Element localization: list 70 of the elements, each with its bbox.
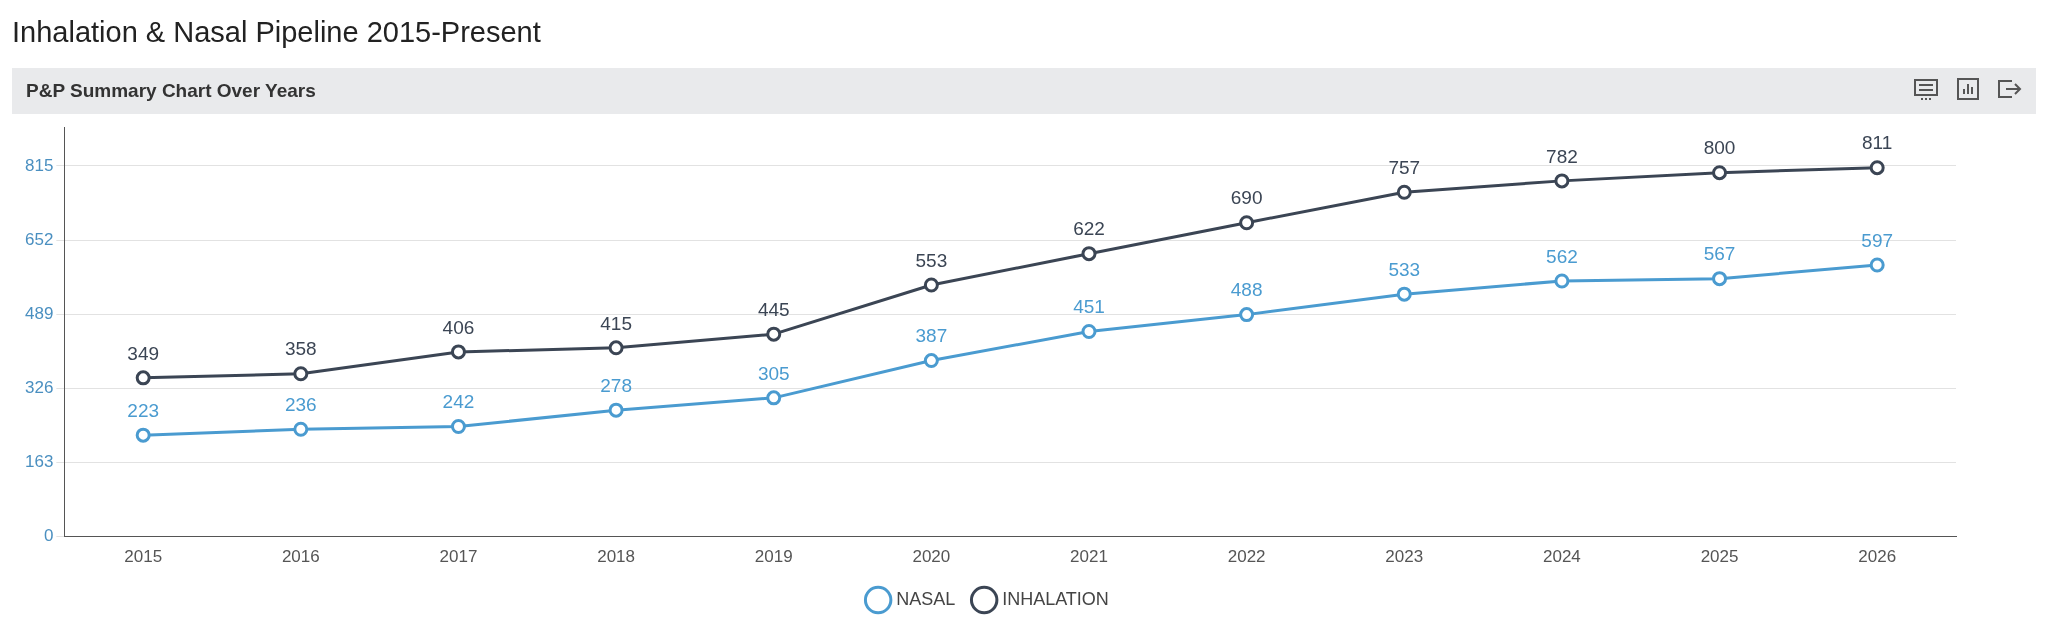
data-label: 567: [1703, 243, 1736, 265]
point: [1712, 271, 1728, 287]
data-label: 406: [442, 316, 475, 338]
x-tick-label: 2025: [1700, 547, 1739, 567]
chart-title: Inhalation & Nasal Pipeline 2015-Present: [11, 15, 542, 50]
x-tick-label: 2015: [124, 547, 163, 567]
y-tick-label: 652: [24, 229, 54, 249]
point: [450, 419, 466, 435]
data-label: 533: [1388, 258, 1421, 280]
data-label: 358: [284, 338, 317, 360]
y-tick-label: 326: [24, 377, 54, 397]
point: [1081, 246, 1097, 262]
data-label: 451: [1073, 296, 1105, 318]
point: [135, 427, 151, 443]
data-label: 800: [1703, 137, 1736, 159]
data-label: 236: [284, 393, 317, 415]
point: [1396, 286, 1412, 302]
data-label: 597: [1861, 229, 1894, 251]
x-tick-label: 2019: [754, 547, 793, 567]
point: [1712, 165, 1728, 181]
data-label: 782: [1546, 145, 1578, 167]
data-label: 305: [757, 362, 790, 384]
point: [766, 326, 782, 342]
x-tick-label: 2026: [1858, 547, 1897, 567]
x-tick-label: 2023: [1385, 547, 1424, 567]
x-tick-label: 2018: [597, 547, 636, 567]
x-tick-label: 2020: [912, 547, 951, 567]
point: [608, 340, 624, 356]
point: [766, 390, 782, 406]
data-label: 811: [1862, 132, 1893, 154]
point: [450, 344, 466, 360]
point: [1081, 323, 1097, 339]
point: [608, 402, 624, 418]
point: [293, 421, 309, 437]
x-tick-label: 2021: [1070, 547, 1108, 567]
y-tick-label: 0: [43, 526, 54, 546]
point: [293, 366, 309, 382]
legend-label: NASAL: [896, 588, 956, 609]
point: [1239, 307, 1255, 323]
data-label: 349: [127, 342, 160, 364]
point: [1239, 215, 1255, 231]
chart-subtitle: P&P Summary Chart Over Years: [26, 80, 316, 102]
point: [1869, 257, 1885, 273]
data-label: 223: [127, 399, 160, 421]
y-tick-label: 163: [24, 452, 54, 472]
data-label: 445: [757, 298, 790, 320]
point: [923, 277, 939, 293]
data-label: 553: [915, 249, 948, 271]
y-tick-label: 815: [24, 155, 54, 175]
x-tick-label: 2022: [1227, 547, 1266, 567]
point: [923, 353, 939, 369]
data-label: 488: [1230, 279, 1263, 301]
x-tick-label: 2024: [1543, 547, 1581, 567]
data-label: 690: [1230, 187, 1263, 209]
x-tick-label: 2016: [281, 547, 320, 567]
data-label: 562: [1546, 245, 1578, 267]
data-label: 242: [442, 391, 475, 413]
y-tick-label: 489: [24, 303, 54, 323]
data-label: 278: [600, 374, 632, 396]
data-label: 757: [1388, 156, 1421, 178]
legend-label: INHALATION: [1002, 588, 1109, 609]
data-label: 622: [1073, 218, 1105, 240]
data-label: 387: [915, 325, 948, 347]
point: [1869, 160, 1885, 176]
point: [1396, 184, 1412, 200]
data-label: 415: [600, 312, 632, 334]
point: [135, 370, 151, 386]
point: [1554, 273, 1570, 289]
point: [1554, 173, 1570, 189]
x-tick-label: 2017: [439, 547, 478, 567]
